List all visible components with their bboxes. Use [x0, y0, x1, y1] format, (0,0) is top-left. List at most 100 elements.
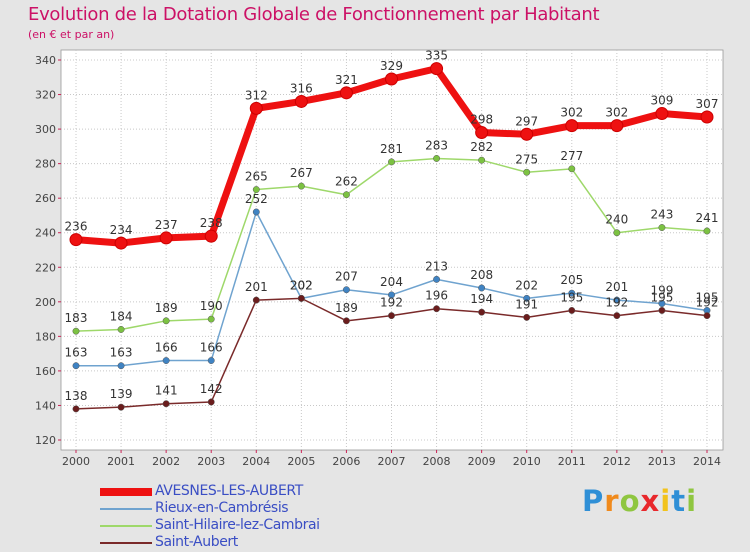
data-point [114, 236, 128, 250]
data-point [69, 233, 83, 247]
data-label: 138 [65, 389, 88, 403]
logo-letter: i [660, 484, 672, 518]
data-label: 201 [245, 280, 268, 294]
data-point [388, 312, 395, 320]
x-tick-label: 2006 [332, 455, 360, 468]
data-label: 192 [605, 296, 628, 310]
data-point [252, 208, 260, 216]
data-point [162, 317, 170, 325]
logo-letter: t [671, 484, 687, 518]
data-label: 205 [560, 273, 583, 287]
data-label: 192 [380, 296, 403, 310]
data-label: 166 [155, 341, 178, 355]
data-point [388, 291, 395, 299]
data-point [703, 227, 711, 235]
data-label: 238 [200, 216, 223, 230]
legend-swatch [100, 525, 152, 527]
x-tick-label: 2011 [558, 455, 586, 468]
logo-letter: i [686, 484, 698, 518]
data-point [249, 101, 263, 115]
data-point [252, 186, 260, 193]
data-point [72, 362, 80, 370]
data-label: 208 [470, 268, 493, 282]
legend-swatch [100, 508, 152, 510]
data-label: 142 [200, 382, 223, 396]
data-point [565, 119, 579, 133]
data-label: 252 [245, 192, 268, 206]
y-tick-label: 260 [35, 192, 56, 205]
chart-title: Evolution de la Dotation Globale de Fonc… [28, 4, 600, 25]
data-point [204, 229, 218, 243]
x-tick-label: 2008 [423, 455, 451, 468]
data-label: 141 [155, 384, 178, 398]
data-point [523, 313, 531, 321]
data-label: 204 [380, 275, 403, 289]
data-label: 282 [470, 140, 493, 154]
data-point [339, 86, 353, 100]
data-label: 195 [696, 290, 719, 304]
data-label: 189 [335, 301, 358, 315]
data-point [297, 294, 305, 302]
logo-letter: P [582, 484, 605, 518]
data-point [207, 357, 215, 364]
data-label: 329 [380, 59, 403, 73]
data-point [523, 168, 531, 176]
logo-letter: o [619, 484, 641, 518]
data-point [342, 317, 350, 325]
data-point [613, 296, 621, 304]
data-label: 236 [65, 220, 88, 234]
y-tick-label: 200 [35, 296, 56, 309]
data-point [703, 312, 711, 320]
y-tick-label: 340 [35, 54, 56, 67]
data-label: 335 [425, 49, 448, 63]
data-label: 237 [155, 218, 178, 232]
data-label: 241 [696, 211, 719, 225]
data-point [655, 107, 669, 121]
data-point [207, 398, 215, 406]
data-label: 207 [335, 270, 358, 284]
data-label: 191 [515, 297, 538, 311]
data-point [159, 231, 173, 245]
data-point [117, 403, 125, 411]
data-point [475, 126, 489, 140]
data-point [72, 405, 80, 413]
y-tick-label: 220 [35, 261, 56, 274]
data-point [117, 326, 125, 333]
data-label: 163 [65, 346, 88, 360]
data-label: 213 [425, 259, 448, 273]
data-label: 202 [515, 278, 538, 292]
y-tick-label: 140 [35, 399, 56, 412]
data-point [568, 165, 576, 173]
data-label: 275 [515, 152, 538, 166]
data-point [385, 72, 398, 86]
data-label: 201 [605, 280, 628, 294]
data-point [294, 94, 308, 108]
data-label: 163 [110, 346, 133, 360]
logo-letter: r [604, 484, 620, 518]
y-tick-label: 180 [35, 330, 56, 343]
data-label: 297 [515, 114, 538, 128]
x-tick-label: 2014 [693, 455, 721, 468]
y-tick-label: 280 [35, 158, 56, 171]
data-label: 196 [425, 289, 448, 303]
data-label: 166 [200, 341, 223, 355]
data-point [430, 62, 444, 76]
data-point [252, 296, 260, 304]
legend-swatch [100, 542, 152, 544]
data-label: 302 [605, 106, 628, 120]
data-label: 199 [650, 284, 673, 298]
legend-label: AVESNES-LES-AUBERT [155, 483, 303, 499]
data-point [388, 158, 395, 166]
x-tick-label: 2012 [603, 455, 631, 468]
data-point [342, 286, 350, 294]
data-point [568, 289, 576, 297]
x-tick-label: 2001 [107, 455, 135, 468]
data-label: 265 [245, 170, 268, 184]
data-label: 183 [65, 311, 88, 325]
legend-swatch [100, 488, 152, 496]
data-point [478, 156, 486, 164]
data-label: 243 [650, 208, 673, 222]
x-tick-label: 2002 [152, 455, 180, 468]
data-point [117, 362, 125, 370]
data-label: 321 [335, 73, 358, 87]
